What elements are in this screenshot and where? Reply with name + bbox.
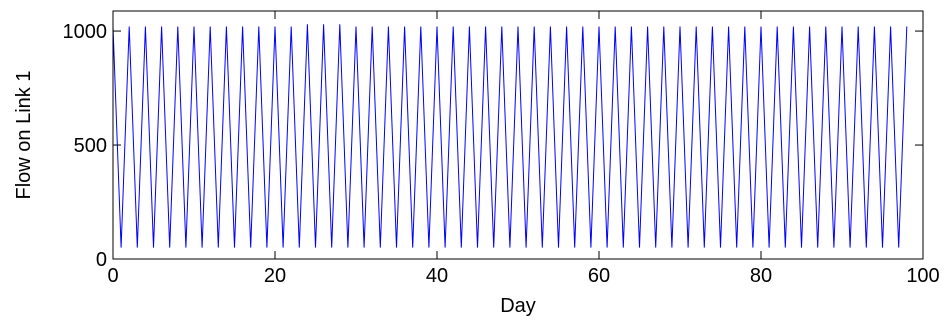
x-tick-label: 60 bbox=[588, 265, 610, 287]
y-tick-label: 1000 bbox=[63, 21, 108, 43]
data-line bbox=[112, 24, 908, 248]
y-axis-label: Flow on Link 1 bbox=[13, 71, 35, 200]
x-tick-label: 40 bbox=[426, 265, 448, 287]
x-tick-label: 100 bbox=[906, 265, 939, 287]
y-tick-label: 0 bbox=[96, 249, 107, 271]
x-axis-label: Day bbox=[500, 295, 536, 317]
y-tick-label: 500 bbox=[74, 135, 107, 157]
plot-frame bbox=[112, 10, 924, 260]
x-tick-label: 20 bbox=[264, 265, 286, 287]
x-tick-label: 0 bbox=[107, 265, 118, 287]
x-tick-label: 80 bbox=[750, 265, 772, 287]
